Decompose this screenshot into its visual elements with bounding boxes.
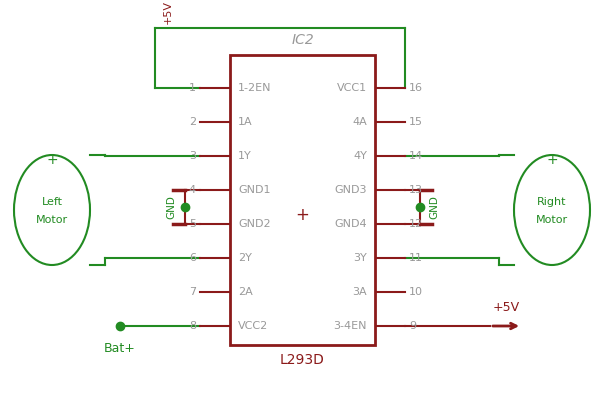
Text: 1A: 1A (238, 117, 253, 127)
Text: +: + (546, 153, 558, 167)
Text: GND1: GND1 (238, 185, 271, 195)
Text: 1: 1 (189, 83, 196, 93)
Text: +5V: +5V (493, 301, 520, 314)
Text: GND: GND (429, 195, 439, 219)
Ellipse shape (514, 155, 590, 265)
Text: 4A: 4A (352, 117, 367, 127)
Text: Bat+: Bat+ (104, 342, 136, 355)
Text: GND3: GND3 (335, 185, 367, 195)
Text: +: + (46, 153, 58, 167)
Text: Left: Left (42, 197, 63, 207)
Text: 7: 7 (189, 287, 196, 297)
Text: 4Y: 4Y (353, 151, 367, 161)
Text: 3Y: 3Y (353, 253, 367, 263)
Bar (230, 55, 375, 345)
Ellipse shape (14, 155, 90, 265)
Text: 8: 8 (189, 321, 196, 331)
Text: Right: Right (537, 197, 567, 207)
Text: 2Y: 2Y (238, 253, 252, 263)
Text: 2: 2 (189, 117, 196, 127)
Text: 3-4EN: 3-4EN (333, 321, 367, 331)
Text: GND4: GND4 (335, 219, 367, 229)
Text: L293D: L293D (280, 353, 325, 367)
Text: 9: 9 (409, 321, 416, 331)
Text: Motor: Motor (536, 215, 568, 225)
Text: 4: 4 (189, 185, 196, 195)
Text: GND: GND (166, 195, 176, 219)
Text: 3A: 3A (352, 287, 367, 297)
Text: 11: 11 (409, 253, 423, 263)
Text: IC2: IC2 (291, 33, 314, 47)
Text: 16: 16 (409, 83, 423, 93)
Text: 13: 13 (409, 185, 423, 195)
Text: 5: 5 (189, 219, 196, 229)
Text: GND2: GND2 (238, 219, 271, 229)
Text: VCC1: VCC1 (337, 83, 367, 93)
Text: 14: 14 (409, 151, 423, 161)
Text: VCC2: VCC2 (238, 321, 268, 331)
Text: +: + (295, 206, 309, 224)
Text: 6: 6 (189, 253, 196, 263)
Text: 1-2EN: 1-2EN (238, 83, 271, 93)
Text: 12: 12 (409, 219, 423, 229)
Text: 2A: 2A (238, 287, 253, 297)
Text: +5V: +5V (163, 0, 173, 24)
Text: Motor: Motor (36, 215, 68, 225)
Text: 3: 3 (189, 151, 196, 161)
Text: 1Y: 1Y (238, 151, 251, 161)
Text: 10: 10 (409, 287, 423, 297)
Text: 15: 15 (409, 117, 423, 127)
